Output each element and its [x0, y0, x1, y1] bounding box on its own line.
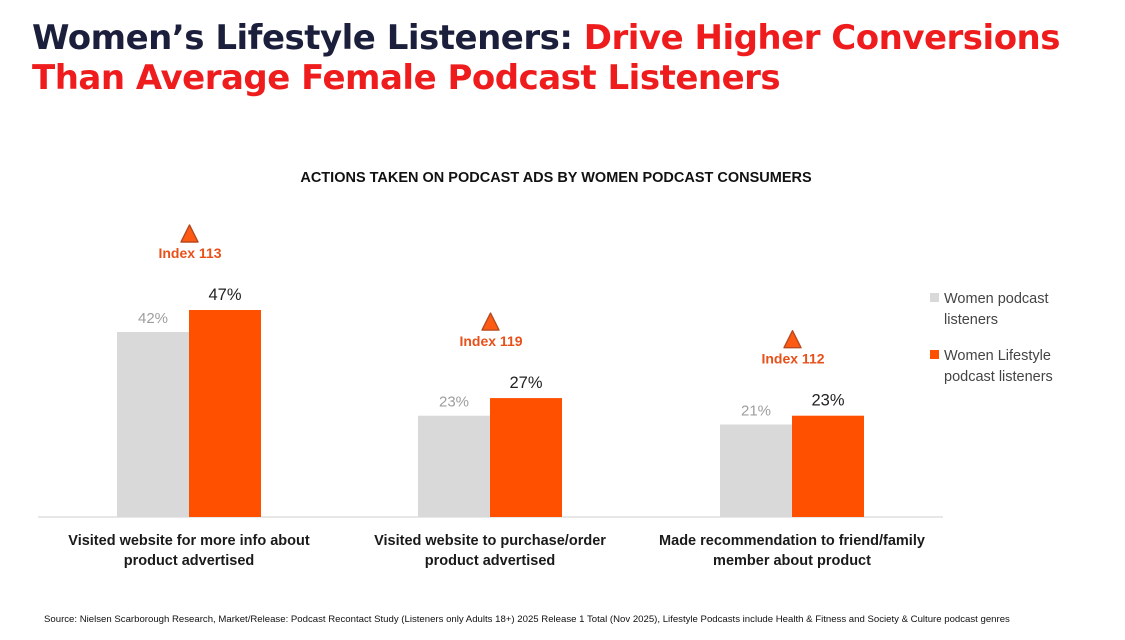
data-label-women-lifestyle: 23% — [811, 392, 844, 410]
bar-women-podcast-listeners — [418, 415, 490, 517]
triangle-up-icon — [783, 330, 802, 349]
bar-women-podcast-listeners — [117, 332, 189, 517]
data-label-women-lifestyle: 47% — [208, 286, 241, 304]
bar-women-lifestyle-listeners — [490, 398, 562, 517]
bar-women-podcast-listeners — [720, 424, 792, 517]
triangle-up-icon — [481, 312, 500, 331]
legend-swatch — [930, 293, 939, 302]
index-label: Index 119 — [459, 333, 522, 349]
bar-women-lifestyle-listeners — [189, 310, 261, 517]
triangle-up-icon — [180, 224, 199, 243]
title-part-main: Women’s Lifestyle Listeners: — [32, 18, 584, 58]
data-label-women-lifestyle: 27% — [509, 374, 542, 392]
category-label: Visited website for more info about — [68, 533, 310, 549]
legend-swatch — [930, 350, 939, 359]
source-note: Source: Nielsen Scarborough Research, Ma… — [44, 614, 1010, 625]
index-label: Index 112 — [761, 351, 824, 367]
title-part-highlight: Drive Higher Conversions Than Average Fe… — [32, 18, 1061, 98]
category-label: member about product — [713, 553, 871, 569]
legend-label: Women podcast — [944, 291, 1049, 307]
legend-label: Women Lifestyle — [944, 348, 1051, 364]
legend-label: podcast listeners — [944, 369, 1053, 385]
category-label: Visited website to purchase/order — [374, 533, 606, 549]
bar-women-lifestyle-listeners — [792, 415, 864, 517]
data-label-women-podcast: 21% — [741, 403, 771, 420]
bar-chart: ACTIONS TAKEN ON PODCAST ADS BY WOMEN PO… — [38, 170, 1053, 569]
page-title: Women’s Lifestyle Listeners: Drive Highe… — [32, 18, 1112, 98]
chart-title: ACTIONS TAKEN ON PODCAST ADS BY WOMEN PO… — [300, 170, 812, 186]
category-label: product advertised — [425, 553, 556, 569]
legend-label: listeners — [944, 312, 998, 328]
category-label: product advertised — [124, 553, 255, 569]
data-label-women-podcast: 42% — [138, 310, 168, 327]
data-label-women-podcast: 23% — [439, 394, 469, 411]
category-label: Made recommendation to friend/family — [659, 533, 925, 549]
index-label: Index 113 — [158, 245, 221, 261]
